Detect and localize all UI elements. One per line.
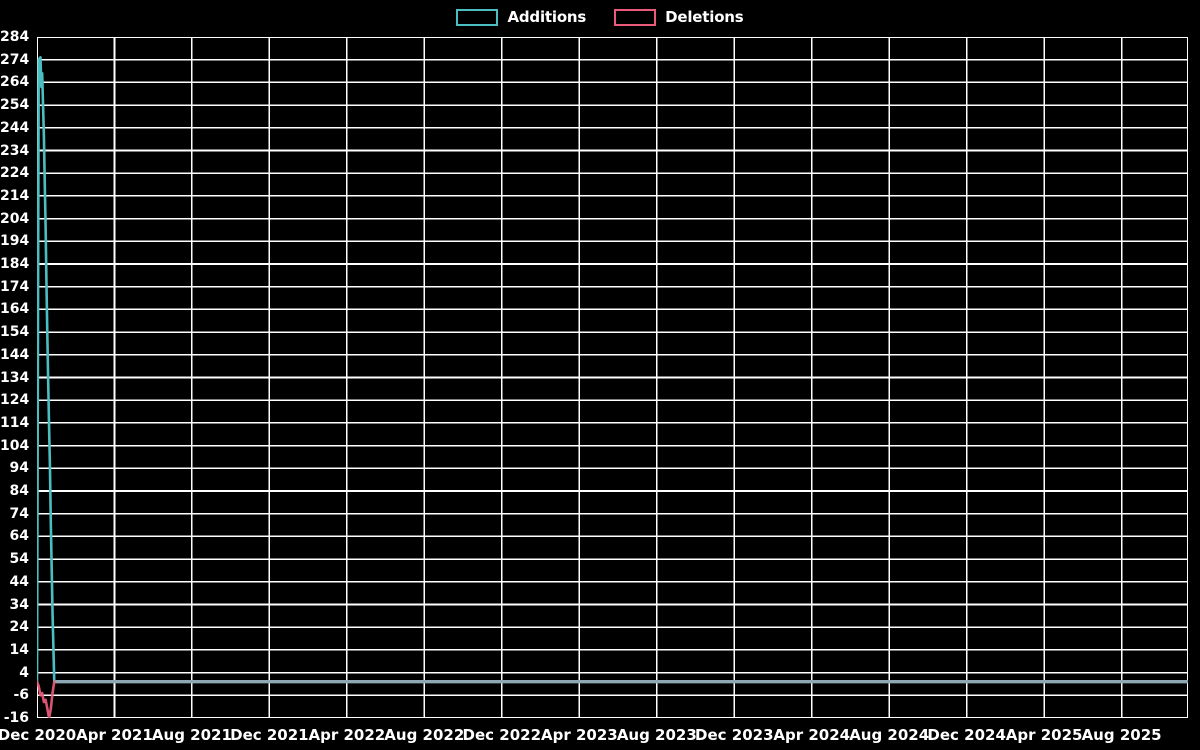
y-axis-tick-label: 144	[0, 346, 30, 363]
y-axis-tick-label: 124	[0, 392, 30, 409]
y-axis-tick-label: 154	[0, 324, 30, 341]
x-axis-tick-label: Apr 2023	[540, 726, 618, 744]
y-axis-tick-label: 24	[9, 619, 29, 636]
legend-label-additions: Additions	[507, 8, 587, 26]
y-axis-tick-label: -6	[13, 687, 29, 704]
y-axis-tick-label: -16	[3, 710, 29, 726]
y-axis-tick-label: 64	[9, 528, 29, 545]
data-series-layer	[37, 56, 1188, 718]
y-axis-tick-label: 94	[9, 460, 29, 477]
y-axis-tick-label: 254	[0, 97, 30, 114]
y-axis-tick-label: 114	[0, 414, 30, 431]
legend-swatch-additions	[456, 8, 499, 26]
x-axis-tick-label: Aug 2025	[1081, 726, 1162, 744]
x-axis-tick-label: Aug 2023	[616, 726, 697, 744]
chart-legend: Additions Deletions	[0, 0, 1200, 34]
y-axis-tick-label: 34	[9, 596, 29, 613]
legend-item-deletions[interactable]: Deletions	[614, 8, 744, 26]
y-axis-tick-label: 134	[0, 369, 30, 386]
y-axis-tick-label: 104	[0, 437, 30, 454]
y-axis-tick-label: 4	[19, 664, 29, 681]
legend-item-additions[interactable]: Additions	[456, 8, 586, 26]
x-axis-tick-label: Aug 2024	[849, 726, 930, 744]
x-axis-tick-label: Apr 2022	[308, 726, 386, 744]
y-axis-tick-label: 54	[9, 551, 29, 568]
y-axis-tick-label: 194	[0, 233, 30, 250]
y-axis-tick-label: 44	[9, 573, 29, 590]
x-axis-tick-label: Apr 2025	[1005, 726, 1083, 744]
y-axis-tick-label: 164	[0, 301, 30, 318]
y-axis-tick-label: 274	[0, 51, 30, 68]
y-axis-tick-label: 234	[0, 142, 30, 159]
y-axis-tick-label: 214	[0, 187, 30, 204]
plot-area	[37, 37, 1188, 718]
y-axis-tick-label: 74	[9, 505, 29, 522]
y-axis-tick-label: 264	[0, 74, 30, 91]
x-axis-tick-label: Dec 2023	[695, 726, 774, 744]
series-line-additions	[37, 56, 1188, 683]
x-axis-tick-label: Dec 2024	[927, 726, 1006, 744]
legend-swatch-deletions	[614, 8, 657, 26]
y-axis-tick-label: 14	[9, 641, 29, 658]
x-axis-tick-label: Apr 2024	[773, 726, 851, 744]
legend-label-deletions: Deletions	[665, 8, 744, 26]
y-axis-tick-label: 84	[9, 483, 29, 499]
x-axis-tick-label: Dec 2021	[230, 726, 309, 744]
y-axis-tick-label: 244	[0, 119, 30, 136]
x-axis-tick-label: Aug 2022	[384, 726, 465, 744]
grid-lines	[37, 37, 1188, 718]
y-axis-tick-label: 204	[0, 210, 30, 227]
y-axis-tick-label: 184	[0, 256, 30, 272]
x-axis-tick-label: Dec 2022	[462, 726, 542, 744]
y-axis-tick-label: 174	[0, 278, 30, 295]
series-line-deletions	[37, 680, 1188, 718]
x-axis-tick-label: Dec 2020	[0, 726, 77, 744]
x-axis-tick-label: Apr 2021	[76, 726, 153, 744]
x-axis-tick-label: Aug 2021	[151, 726, 232, 744]
y-axis-tick-label: 224	[0, 165, 30, 182]
